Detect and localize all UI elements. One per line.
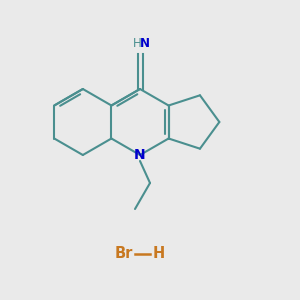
Text: H: H xyxy=(133,37,141,50)
Text: H: H xyxy=(153,247,165,262)
Text: N: N xyxy=(140,37,150,50)
Text: N: N xyxy=(134,148,146,162)
Text: Br: Br xyxy=(115,247,133,262)
